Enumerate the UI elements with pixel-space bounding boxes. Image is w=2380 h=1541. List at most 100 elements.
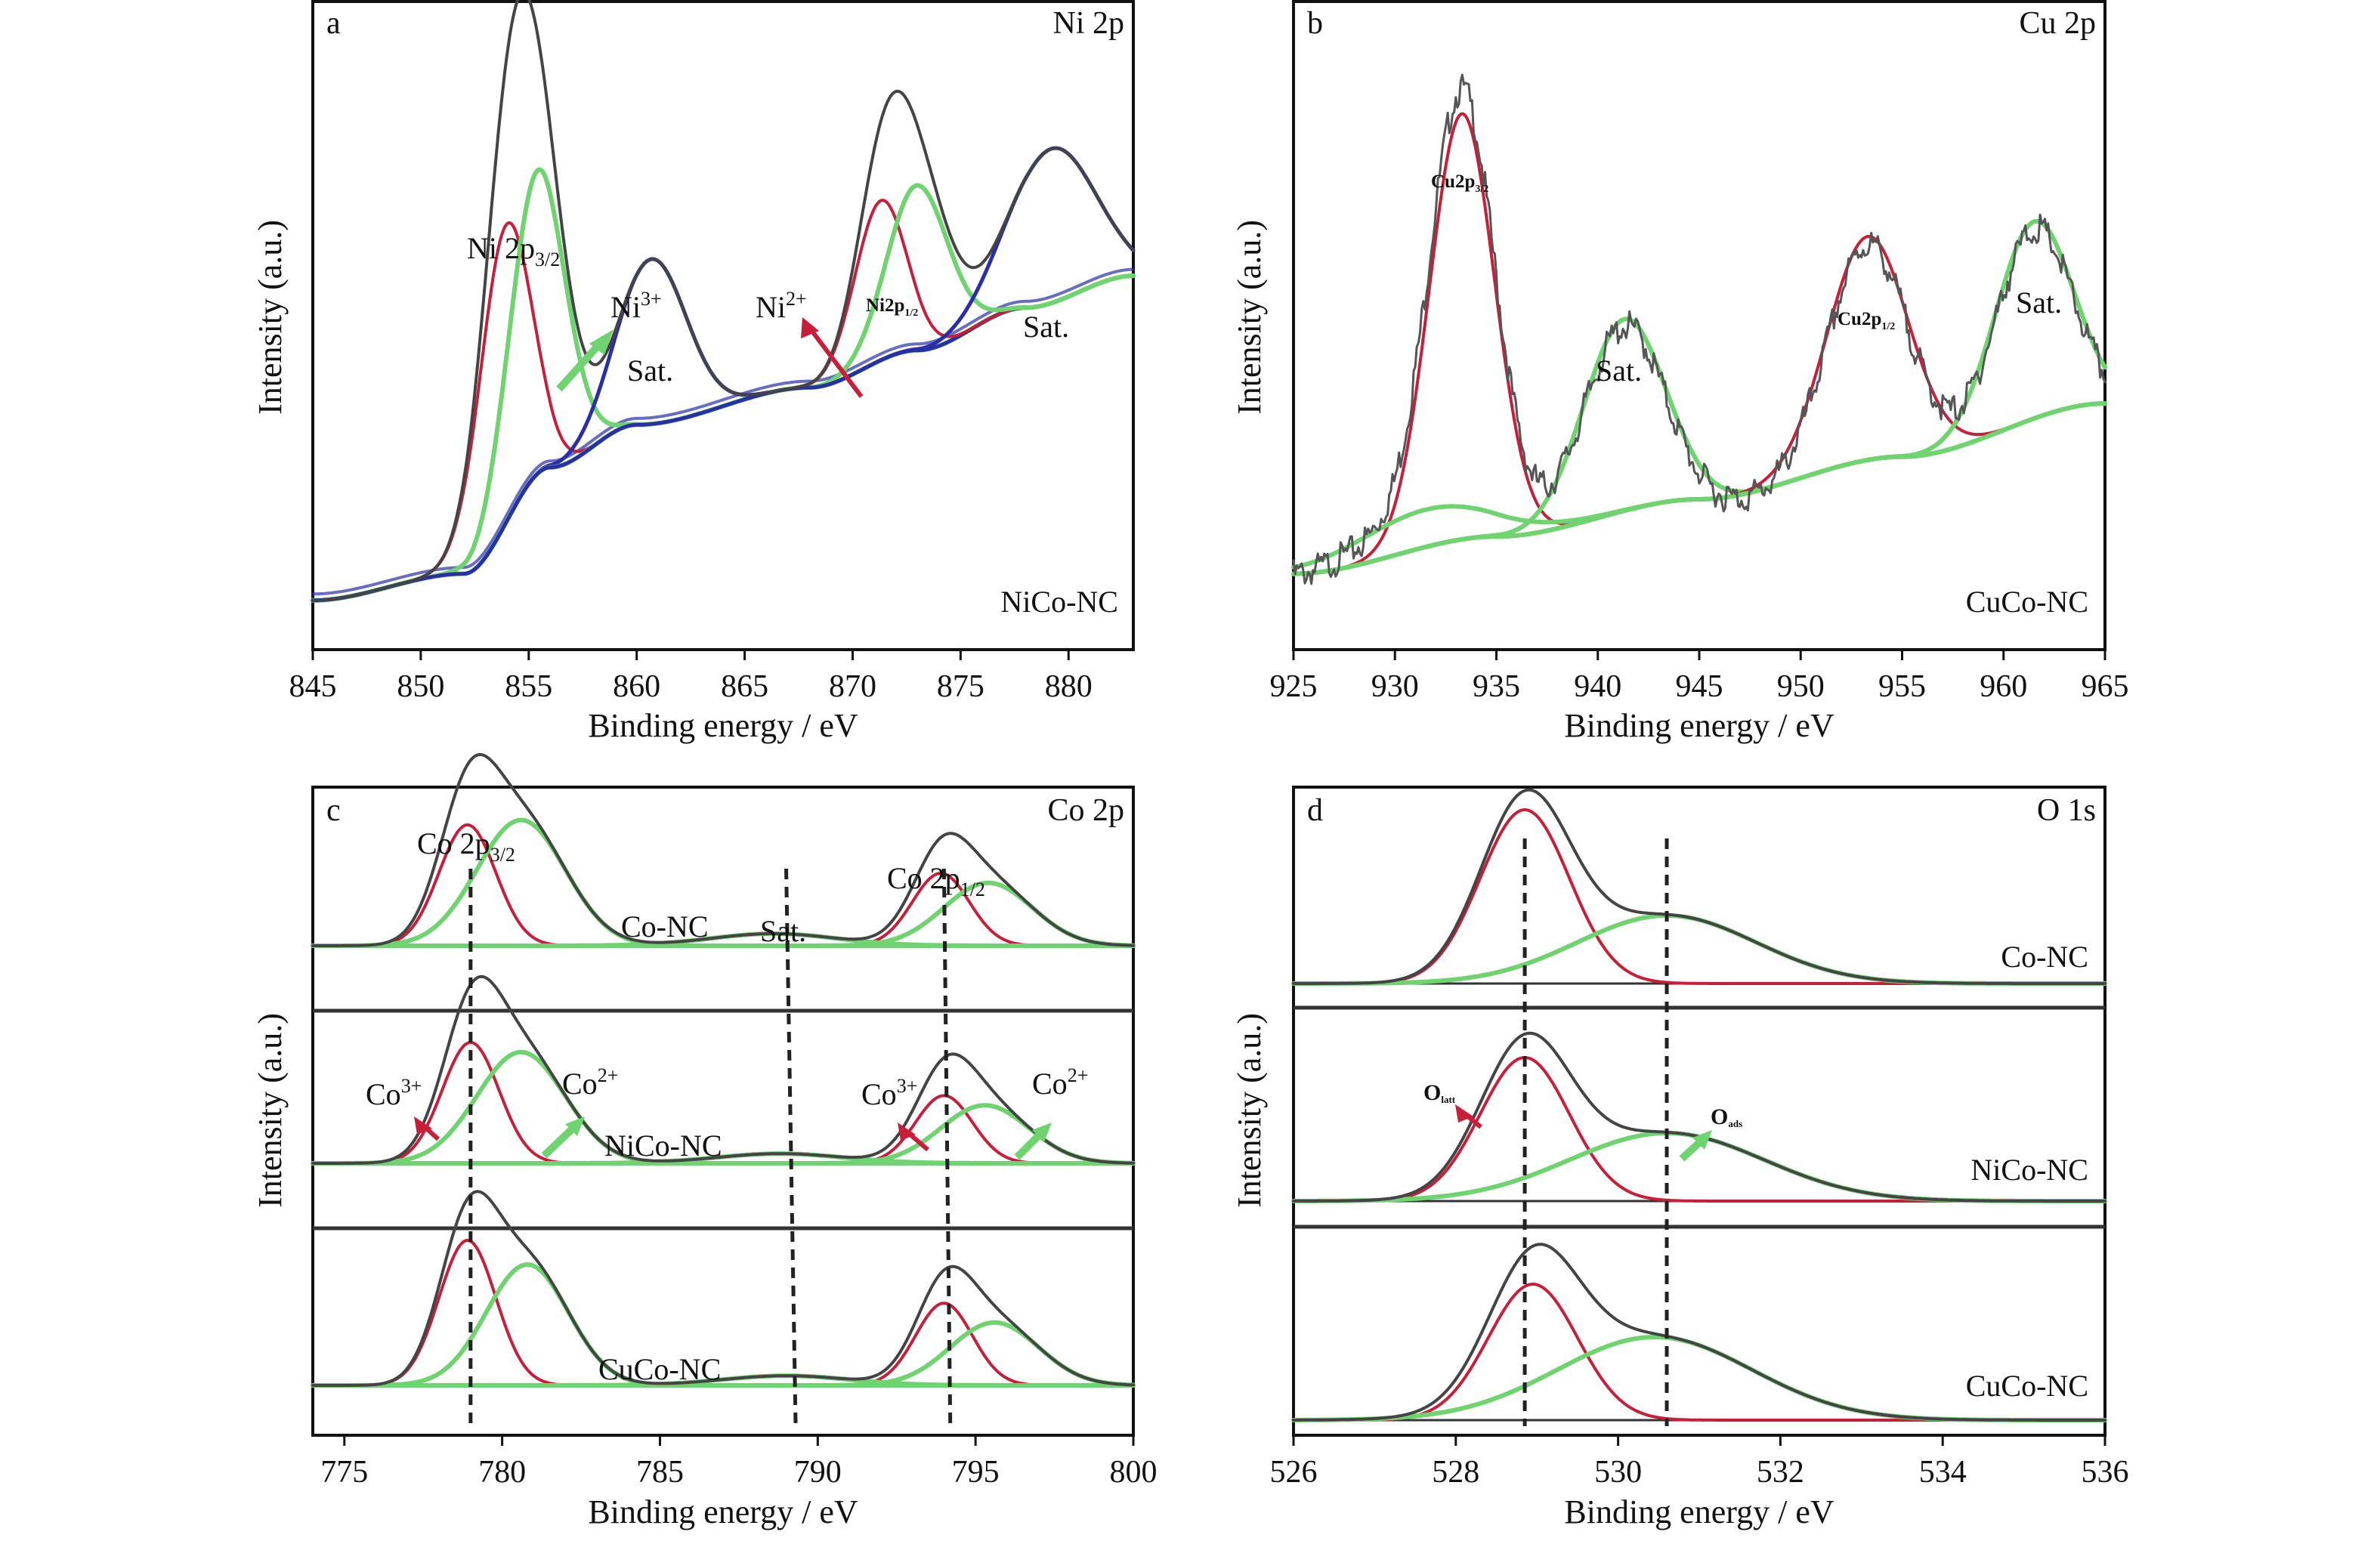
panel-c-arrowhead-co3-left	[414, 1116, 432, 1135]
panel-b-label-cu2p12: Cu2p1/2	[1838, 309, 1895, 332]
raw-spectrum	[1292, 73, 2106, 585]
panel-d-arrowhead-olatt	[1455, 1104, 1473, 1123]
panel-d-curves	[1291, 788, 2107, 1422]
panel-b-cu2p: 925 930 935 940 945 950 955 960 965 b Cu 2p CuCo…	[1231, 0, 2129, 744]
label-sup: 3+	[401, 1075, 422, 1097]
panel-c-arrowhead-co2-left	[565, 1116, 585, 1136]
x-tick-label: 785	[636, 1455, 684, 1490]
label-main: Ni	[610, 290, 641, 324]
panel-a-arrowhead-ni3	[589, 329, 614, 355]
panel-a-sample: NiCo-NC	[1000, 585, 1118, 619]
panel-b-label-cu2p32: Cu2p3/2	[1431, 171, 1488, 195]
component-peak	[1291, 401, 2107, 570]
label-main: O	[1423, 1080, 1441, 1105]
panel-c-label-s1: Co-NC	[621, 909, 709, 943]
label-sup: 2+	[1068, 1064, 1089, 1086]
panel-d-o1s: 526 528 530 532 534 536 d O 1s Co-NC NiCo-NC …	[1231, 786, 2129, 1530]
panel-a-label-ni2p12: Ni2p1/2	[866, 295, 918, 319]
panel-c-co2p: 775 780 785 790 795 800 c Co 2p Co 2p3/2 Co 2…	[252, 752, 1158, 1530]
x-tick-label: 795	[952, 1455, 1000, 1490]
component-peak	[311, 1239, 1135, 1387]
panel-a-title: Ni 2p	[1053, 6, 1125, 41]
panel-c-label-s2: NiCo-NC	[604, 1129, 722, 1163]
panel-d-label-oads: Oads	[1711, 1104, 1742, 1129]
label-sup: 2+	[786, 288, 807, 310]
x-tick-label: 950	[1777, 669, 1825, 704]
component-peak	[311, 183, 1136, 603]
envelope-line	[311, 752, 1135, 947]
panel-d-frame	[1292, 786, 2106, 1437]
x-tick-label: 930	[1371, 669, 1419, 704]
panel-d-label-olatt: Olatt	[1423, 1080, 1456, 1105]
panel-a-curves	[311, 0, 1136, 603]
label-main: Co	[562, 1067, 598, 1101]
panel-c-label-co2p12: Co 2p1/2	[887, 861, 985, 900]
label-sub: 3/2	[490, 844, 515, 866]
panel-a-label-ni2: Ni2+	[756, 288, 807, 324]
x-tick-label: 800	[1110, 1455, 1158, 1490]
panel-c-frame	[311, 786, 1135, 1437]
label-main: Ni 2p	[467, 231, 535, 265]
envelope-line	[311, 974, 1135, 1165]
x-tick-label: 534	[1919, 1455, 1967, 1490]
panel-a-label-sat1: Sat.	[627, 354, 673, 388]
label-main: Co	[1032, 1067, 1068, 1101]
x-tick-label: 940	[1574, 669, 1621, 704]
panel-b-x-ticks: 925 930 935 940 945 950 955 960 965	[1270, 650, 2129, 704]
panel-a-letter: a	[326, 6, 341, 41]
panel-c-arrowhead-co2-right	[1032, 1123, 1052, 1142]
label-sub: ads	[1728, 1118, 1742, 1129]
label-main: Co 2p	[887, 861, 960, 895]
label-sub: latt	[1441, 1094, 1455, 1105]
x-tick-label: 775	[320, 1455, 368, 1490]
label-sub: 3/2	[1475, 184, 1488, 195]
panel-b-letter: b	[1307, 6, 1323, 41]
component-peak	[311, 221, 1135, 602]
label-main: Ni2p	[866, 295, 904, 316]
panel-c-letter: c	[326, 793, 341, 828]
label-main: Ni	[756, 290, 786, 324]
panel-d-title: O 1s	[2037, 793, 2096, 828]
panel-d-label-s3: CuCo-NC	[1966, 1369, 2088, 1403]
label-sub: 1/2	[1881, 321, 1895, 332]
x-tick-label: 528	[1432, 1455, 1479, 1490]
panel-a-arrow-ni2	[806, 325, 864, 398]
guide-line	[941, 868, 953, 1427]
panel-c-title: Co 2p	[1047, 793, 1124, 828]
panel-a-ylabel: Intensity (a.u.)	[252, 220, 289, 415]
panel-b-title: Cu 2p	[2019, 6, 2096, 41]
panel-b-frame	[1292, 0, 2106, 651]
panel-d-letter: d	[1307, 793, 1323, 828]
panel-b-label-sat2: Sat.	[2016, 286, 2062, 320]
panel-c-label-co3-left: Co3+	[366, 1075, 422, 1111]
panel-c-label-co2p32: Co 2p3/2	[417, 826, 515, 866]
x-tick-label: 880	[1045, 669, 1093, 704]
x-tick-label: 532	[1757, 1455, 1804, 1490]
panel-d-ylabel: Intensity (a.u.)	[1231, 1013, 1268, 1208]
label-sub: 1/2	[904, 307, 918, 319]
x-tick-label: 526	[1270, 1455, 1318, 1490]
panel-c-label-co2-right: Co2+	[1032, 1064, 1088, 1101]
guide-line	[784, 868, 798, 1427]
panel-a-arrowhead-ni2	[801, 317, 819, 338]
x-tick-label: 865	[721, 669, 768, 704]
component-peak	[1292, 112, 2106, 576]
panel-a-xlabel: Binding energy / eV	[588, 707, 858, 744]
envelope-line	[311, 1190, 1135, 1387]
panel-d-guides	[1522, 838, 1669, 1426]
panel-a-frame	[311, 0, 1135, 651]
x-tick-label: 790	[794, 1455, 842, 1490]
panel-d-arrowhead-oads	[1692, 1130, 1712, 1150]
panel-a-label-ni3: Ni3+	[610, 288, 662, 324]
panel-c-label-co2-left: Co2+	[562, 1064, 618, 1101]
x-tick-label: 875	[937, 669, 984, 704]
x-tick-label: 530	[1594, 1455, 1642, 1490]
envelope-line	[1292, 788, 2106, 985]
label-sub: 1/2	[960, 879, 985, 900]
label-main: Co	[366, 1077, 401, 1111]
panel-c-x-ticks: 775 780 785 790 795 800	[320, 1435, 1158, 1490]
panel-d-x-ticks: 526 528 530 532 534 536	[1270, 1435, 2129, 1490]
panel-b-label-sat1: Sat.	[1596, 354, 1642, 388]
x-tick-label: 925	[1270, 669, 1318, 704]
